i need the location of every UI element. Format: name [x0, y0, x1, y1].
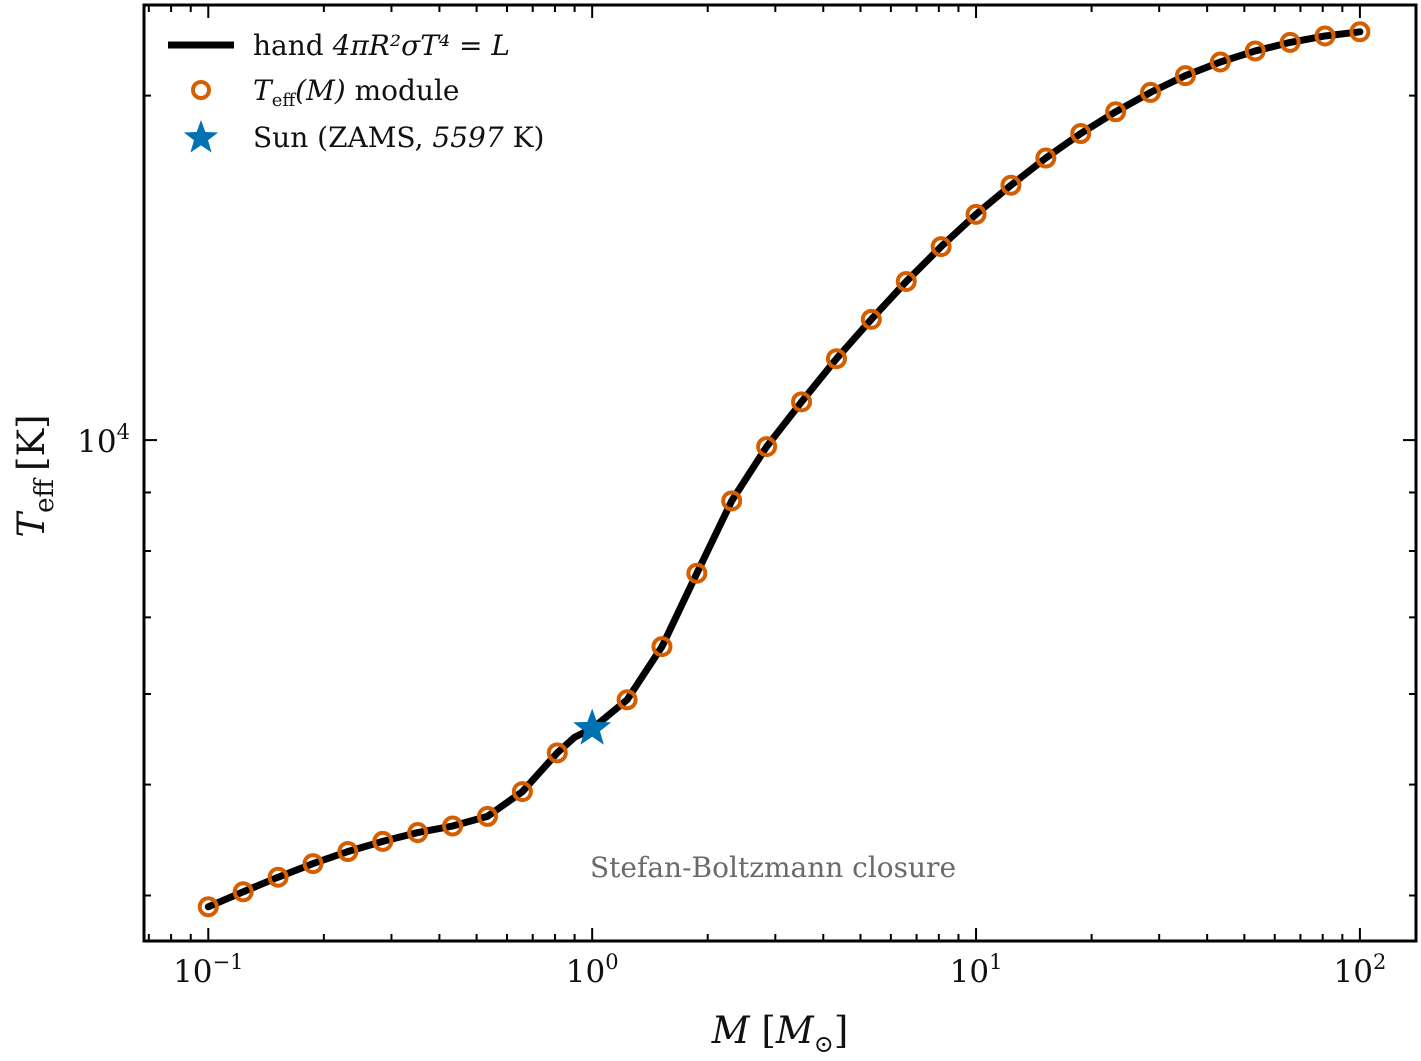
- plot-frame: [142, 3, 1418, 943]
- module-point: [407, 822, 429, 844]
- legend-star-swatch: [183, 120, 219, 153]
- module-point: [232, 881, 254, 903]
- module-point: [756, 436, 778, 458]
- module-point: [895, 270, 917, 292]
- module-point: [651, 636, 673, 658]
- module-point: [476, 805, 498, 827]
- x-axis-label: M [M⊙]: [711, 1009, 849, 1058]
- module-point: [1105, 101, 1127, 123]
- module-point: [1174, 65, 1196, 87]
- legend: hand 4πR²σT⁴ = L Teff(M) module Sun (ZAM…: [168, 29, 544, 154]
- y-axis-label: Teff[K]: [10, 414, 60, 537]
- module-point: [860, 308, 882, 330]
- module-point: [442, 815, 464, 837]
- axes: 10−1 100 101 102 104: [77, 3, 1418, 990]
- module-point: [965, 203, 987, 225]
- legend-circle-swatch: [191, 80, 211, 100]
- module-point: [511, 781, 533, 803]
- module-point: [372, 830, 394, 852]
- module-point: [1000, 174, 1022, 196]
- module-point: [1314, 25, 1336, 47]
- x-tick-label: 10−1: [173, 950, 243, 990]
- module-point: [825, 348, 847, 370]
- sun-star-marker: [573, 708, 612, 745]
- module-point: [616, 689, 638, 711]
- series-line-hand: [204, 28, 1364, 911]
- module-point: [546, 742, 568, 764]
- module-point: [197, 896, 219, 918]
- module-point: [1035, 147, 1057, 169]
- module-point: [791, 391, 813, 413]
- module-point: [337, 841, 359, 863]
- x-tick-label: 102: [1333, 950, 1386, 990]
- module-point: [1140, 81, 1162, 103]
- legend-label-module: Teff(M) module: [253, 74, 459, 111]
- series-layer: [197, 21, 1371, 918]
- module-point: [302, 853, 324, 875]
- y-tick-label: 104: [77, 420, 130, 460]
- module-point: [686, 562, 708, 584]
- module-point: [1244, 40, 1266, 62]
- legend-label-hand: hand 4πR²σT⁴ = L: [253, 29, 510, 62]
- module-point: [1209, 51, 1231, 73]
- x-tick-label: 101: [950, 950, 1003, 990]
- x-tick-label: 100: [566, 950, 619, 990]
- module-point: [1349, 21, 1371, 43]
- module-point: [930, 236, 952, 258]
- plot-area: [197, 21, 1371, 918]
- module-point: [721, 490, 743, 512]
- annotation-text: Stefan-Boltzmann closure: [590, 851, 956, 884]
- legend-label-sun: Sun (ZAMS, 5597 K): [253, 121, 544, 154]
- module-point: [267, 866, 289, 888]
- module-point: [1070, 123, 1092, 145]
- module-point: [1279, 31, 1301, 53]
